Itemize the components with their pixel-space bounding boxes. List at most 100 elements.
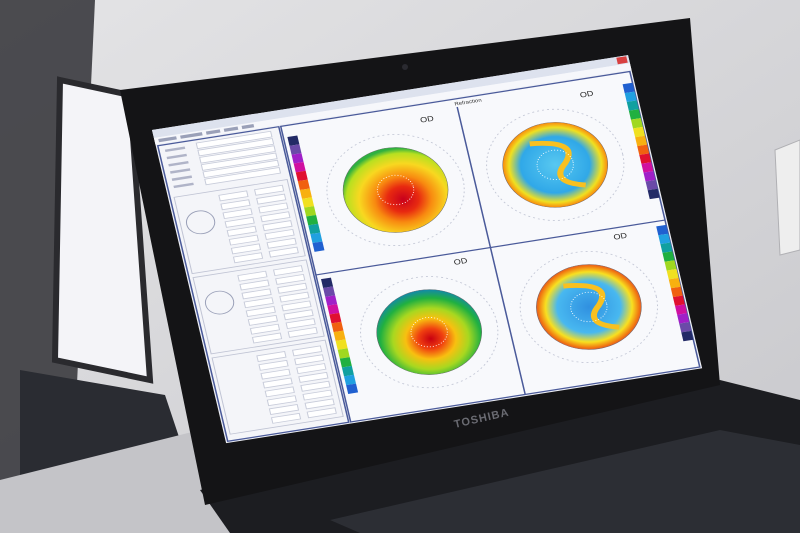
value-field[interactable] [268,246,299,258]
color-scale-step [645,179,658,191]
topography-map-1[interactable]: OD [287,112,476,259]
value-field[interactable] [268,404,300,415]
value-field[interactable] [218,190,249,202]
value-field[interactable] [241,288,272,300]
color-scale-step [325,295,338,306]
color-scale-step [308,223,321,235]
color-scale-step [675,304,688,315]
value-field[interactable] [302,389,333,401]
eye-label: OD [579,89,594,99]
value-field[interactable] [304,398,335,410]
color-scale-step [321,277,334,288]
color-scale-step [293,161,306,173]
menu-item[interactable] [241,124,255,130]
menu-item[interactable] [180,132,203,139]
color-scale-step [647,188,660,200]
value-field[interactable] [224,216,255,228]
value-field[interactable] [264,386,295,398]
color-scale-step [628,109,641,120]
value-field[interactable] [256,193,287,205]
value-field[interactable] [294,354,325,366]
value-field[interactable] [251,332,283,344]
value-field[interactable] [239,279,270,291]
value-field[interactable] [300,380,331,392]
value-field[interactable] [260,368,291,380]
pupil-outline [376,174,415,206]
corneal-map [376,289,482,375]
value-field[interactable] [256,351,287,362]
value-field[interactable] [266,395,298,407]
value-field[interactable] [260,211,291,223]
value-field[interactable] [245,306,276,318]
topography-map-4[interactable]: OD [505,224,695,372]
close-button[interactable] [616,56,628,65]
value-field[interactable] [253,184,285,196]
value-field[interactable] [220,199,251,211]
value-field[interactable] [270,412,302,424]
value-field[interactable] [266,237,297,249]
value-field[interactable] [228,234,260,246]
value-field[interactable] [275,273,306,285]
field-label [164,146,186,153]
value-field[interactable] [262,220,293,232]
section-box [173,179,306,275]
color-scale-step [635,135,648,147]
value-field[interactable] [283,309,314,321]
menu-item[interactable] [223,126,239,132]
panel-title: Refraction [454,98,482,108]
polar-grid [486,108,625,221]
menu-item[interactable] [158,136,177,143]
value-field[interactable] [264,228,295,240]
title-bar [152,55,630,139]
field-label [166,153,187,160]
color-scale-step [656,224,669,236]
text-field[interactable] [204,166,282,186]
pupil-outline [410,316,448,348]
value-field[interactable] [247,314,279,326]
value-field[interactable] [291,345,323,357]
color-scale-step [337,348,350,359]
value-field[interactable] [296,363,327,375]
value-field[interactable] [298,371,329,383]
value-field[interactable] [287,326,318,338]
value-field[interactable] [230,243,262,255]
color-scale-step [329,312,342,324]
color-scale-step [310,232,323,244]
eye-label: OD [419,114,434,124]
value-field[interactable] [249,323,281,335]
value-field[interactable] [258,359,289,371]
value-field[interactable] [258,202,289,214]
topography-map-3[interactable]: OD [321,254,510,401]
color-scale-step [289,144,302,155]
text-field[interactable] [202,159,280,179]
color-scale-step [291,153,304,164]
value-field[interactable] [279,291,310,303]
color-scale-step [304,206,317,217]
text-field[interactable] [199,145,276,164]
value-field[interactable] [237,270,268,282]
elevation-band [529,140,587,188]
value-field[interactable] [306,407,337,419]
value-field[interactable] [277,282,308,294]
value-field[interactable] [226,225,257,237]
menu-item[interactable] [205,129,221,135]
text-field[interactable] [195,130,273,150]
text-field[interactable] [200,152,278,171]
color-scale-step [666,269,679,280]
elevation-band [563,283,620,330]
value-field[interactable] [285,318,316,330]
value-field[interactable] [243,297,274,309]
color-scale-step [287,135,300,146]
value-field[interactable] [222,208,253,220]
axis-diagram [185,210,216,235]
value-field[interactable] [272,265,304,277]
topography-map-2[interactable]: OD [472,82,662,230]
pupil-outline [570,291,608,323]
value-field[interactable] [232,252,264,264]
color-scale-step [662,251,675,262]
section-box [211,339,344,435]
text-field[interactable] [197,138,275,157]
value-field[interactable] [281,300,312,312]
menu-items [158,124,255,143]
value-field[interactable] [262,377,293,389]
